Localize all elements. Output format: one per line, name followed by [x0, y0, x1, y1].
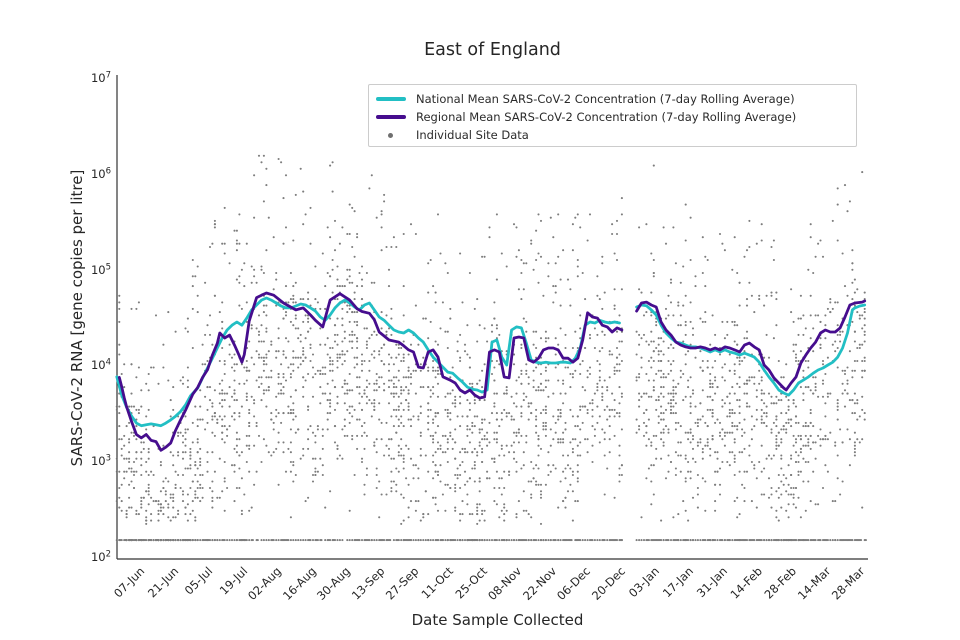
site-data-dot-swatch [376, 132, 406, 138]
y-tick-label: 107 [90, 70, 111, 86]
individual-site-dots [115, 154, 867, 542]
legend-item-label: Individual Site Data [416, 128, 529, 142]
y-tick-label: 106 [90, 166, 111, 181]
regional-mean-line-swatch [376, 115, 406, 119]
chart-title: East of England [424, 40, 561, 60]
y-tick-label: 102 [90, 549, 111, 565]
legend: National Mean SARS-CoV-2 Concentration (… [368, 84, 857, 147]
y-tick-label: 104 [90, 357, 111, 373]
regional-mean-line [117, 291, 867, 452]
x-axis-label: Date Sample Collected [411, 611, 584, 629]
y-tick-label: 103 [90, 453, 111, 469]
legend-item-site-data: Individual Site Data [376, 126, 848, 144]
legend-item-label: National Mean SARS-CoV-2 Concentration (… [416, 92, 795, 106]
legend-item-national-mean: National Mean SARS-CoV-2 Concentration (… [376, 90, 848, 108]
y-axis-label: SARS-CoV-2 RNA [gene copies per litre] [68, 169, 86, 467]
legend-item-label: Regional Mean SARS-CoV-2 Concentration (… [416, 110, 797, 124]
legend-item-regional-mean: Regional Mean SARS-CoV-2 Concentration (… [376, 108, 848, 126]
national-mean-line-swatch [376, 97, 406, 101]
y-tick-label: 105 [90, 261, 111, 277]
